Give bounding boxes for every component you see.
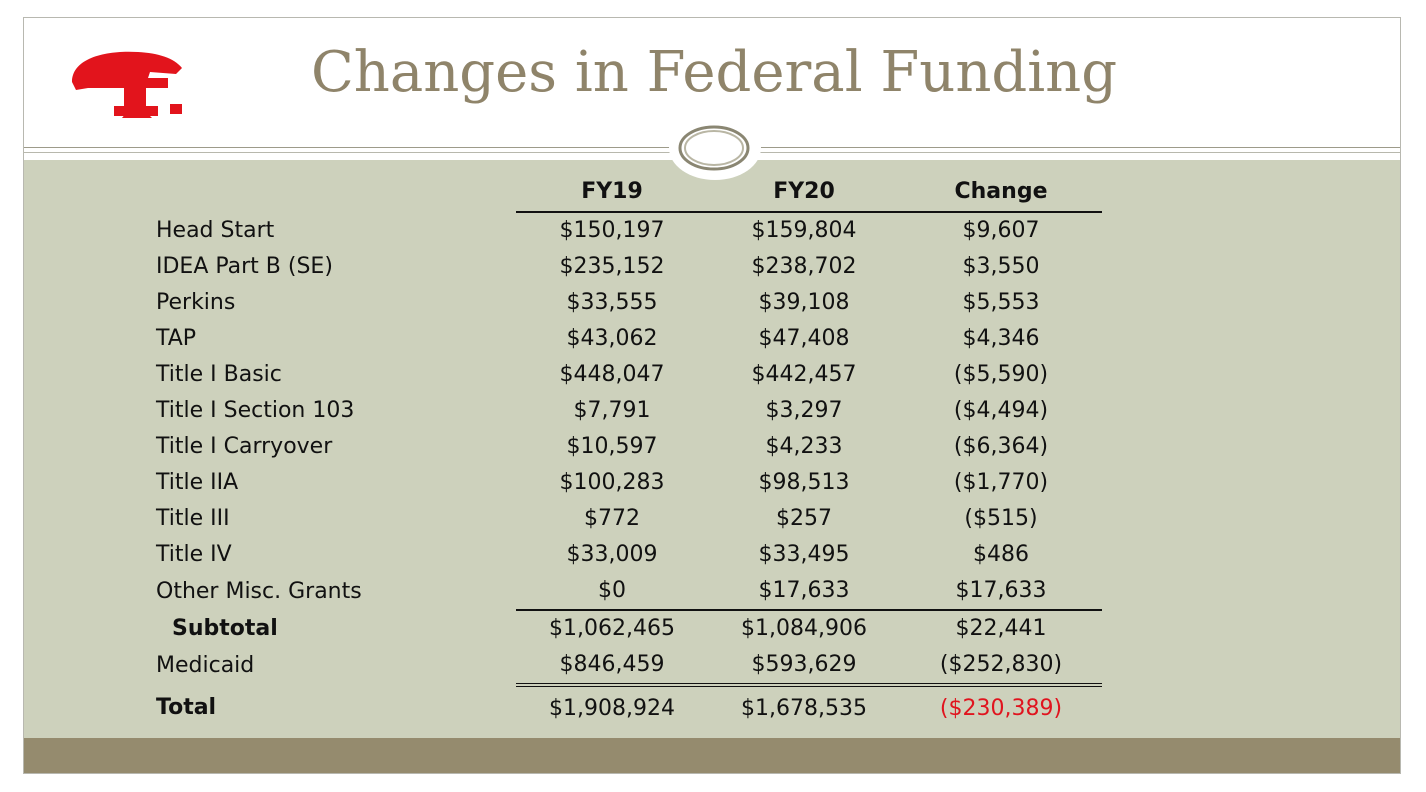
row-change: ($6,364) [953, 434, 1049, 459]
row-change: $17,633 [955, 578, 1047, 603]
row-label: Perkins [156, 290, 236, 315]
medicaid-label: Medicaid [156, 653, 255, 678]
school-logo-f-icon [72, 51, 182, 118]
header-fy20: FY20 [708, 173, 900, 213]
subtotal-fy20: $1,084,906 [708, 609, 900, 647]
header-label [150, 173, 516, 212]
row-label: TAP [156, 326, 197, 351]
slide: Changes in Federal Funding FY19 FY20 Cha… [23, 17, 1401, 774]
row-label: Other Misc. Grants [156, 578, 362, 604]
table-row: TAP $43,062 $47,408 $4,346 [150, 321, 1102, 357]
row-fy19: $150,197 [559, 218, 665, 243]
row-change: ($515) [964, 506, 1038, 531]
table-row: Title I Carryover $10,597 $4,233 ($6,364… [150, 429, 1102, 465]
row-label: IDEA Part B (SE) [156, 254, 333, 279]
row-fy20: $159,804 [751, 218, 857, 243]
row-fy19: $33,009 [566, 542, 658, 567]
footer-bar [24, 738, 1400, 773]
subtotal-change: $22,441 [900, 609, 1102, 647]
row-fy20: $33,495 [758, 542, 850, 567]
row-label: Title III [156, 506, 230, 531]
row-change: ($5,590) [953, 362, 1049, 387]
row-label: Title IIA [156, 470, 239, 495]
row-fy20: $98,513 [758, 470, 850, 495]
table-row: IDEA Part B (SE) $235,152 $238,702 $3,55… [150, 249, 1102, 285]
page-title: Changes in Federal Funding [310, 40, 1118, 105]
total-row: Total $1,908,924 $1,678,535 ($230,389) [150, 683, 1102, 731]
row-fy20: $47,408 [758, 326, 850, 351]
row-fy19: $43,062 [566, 326, 658, 351]
header-fy19: FY19 [516, 173, 708, 213]
subtotal-fy19: $1,062,465 [516, 609, 708, 647]
row-label: Title I Basic [156, 362, 282, 387]
row-change: $486 [973, 542, 1029, 567]
row-fy20: $3,297 [765, 398, 843, 423]
table-row: Title I Section 103 $7,791 $3,297 ($4,49… [150, 393, 1102, 429]
table-row: Head Start $150,197 $159,804 $9,607 [150, 212, 1102, 249]
total-fy19: $1,908,924 [516, 683, 708, 731]
table-row: Perkins $33,555 $39,108 $5,553 [150, 285, 1102, 321]
row-fy20: $39,108 [758, 290, 850, 315]
row-change: $3,550 [962, 254, 1040, 279]
row-fy20: $238,702 [751, 254, 857, 279]
table-row: Title I Basic $448,047 $442,457 ($5,590) [150, 357, 1102, 393]
row-fy20: $257 [776, 506, 832, 531]
total-fy20: $1,678,535 [708, 683, 900, 731]
row-fy20: $442,457 [751, 362, 857, 387]
table-row: Title III $772 $257 ($515) [150, 501, 1102, 537]
row-label: Head Start [156, 217, 275, 243]
medicaid-row: Medicaid $846,459 $593,629 ($252,830) [150, 647, 1102, 685]
table-header-row: FY19 FY20 Change [150, 173, 1102, 213]
row-fy19: $33,555 [566, 290, 658, 315]
subtotal-row: Subtotal $1,062,465 $1,084,906 $22,441 [150, 609, 1102, 647]
row-change: $4,346 [962, 326, 1040, 351]
table-row: Title IIA $100,283 $98,513 ($1,770) [150, 465, 1102, 501]
row-fy19: $10,597 [566, 434, 658, 459]
row-change: $9,607 [962, 218, 1040, 243]
row-fy19: $772 [584, 506, 640, 531]
row-fy19: $235,152 [559, 254, 665, 279]
table-row: Title IV $33,009 $33,495 $486 [150, 537, 1102, 573]
medicaid-fy19: $846,459 [559, 652, 665, 677]
header-change: Change [900, 173, 1102, 213]
row-fy19: $0 [598, 578, 626, 603]
row-label: Title IV [156, 542, 232, 567]
funding-table: FY19 FY20 Change Head Start $150,197 $15… [150, 173, 1102, 731]
subtotal-label: Subtotal [172, 615, 278, 641]
table-row: Other Misc. Grants $0 $17,633 $17,633 [150, 573, 1102, 610]
medicaid-change: ($252,830) [939, 652, 1063, 677]
row-label: Title I Carryover [156, 434, 333, 459]
total-label: Total [156, 695, 217, 720]
row-fy19: $7,791 [573, 398, 651, 423]
ring-ornament-icon [678, 125, 750, 171]
row-change: $5,553 [962, 290, 1040, 315]
row-fy20: $17,633 [758, 578, 850, 603]
medicaid-fy20: $593,629 [751, 652, 857, 677]
row-fy19: $100,283 [559, 470, 665, 495]
row-fy20: $4,233 [765, 434, 843, 459]
row-change: ($1,770) [953, 470, 1049, 495]
row-label: Title I Section 103 [156, 398, 355, 423]
total-change: ($230,389) [900, 683, 1102, 731]
row-change: ($4,494) [953, 398, 1049, 423]
row-fy19: $448,047 [559, 362, 665, 387]
